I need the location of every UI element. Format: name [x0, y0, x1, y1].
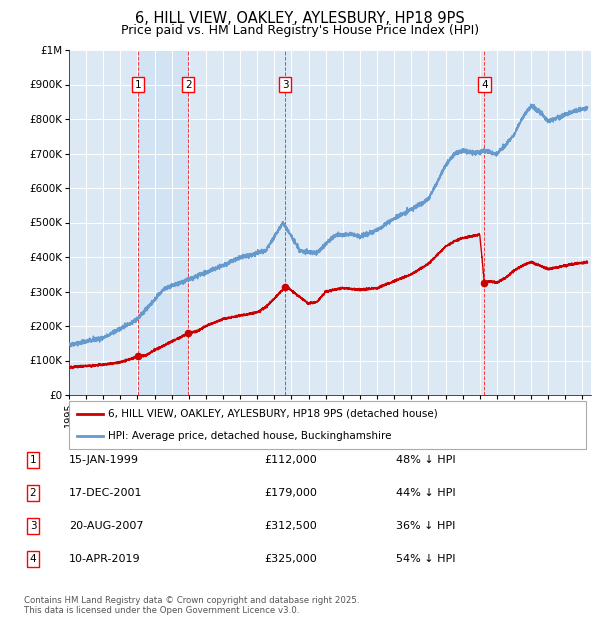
- Text: 2: 2: [185, 79, 191, 89]
- Text: 17-DEC-2001: 17-DEC-2001: [69, 488, 143, 498]
- Text: Contains HM Land Registry data © Crown copyright and database right 2025.
This d: Contains HM Land Registry data © Crown c…: [24, 596, 359, 615]
- Text: HPI: Average price, detached house, Buckinghamshire: HPI: Average price, detached house, Buck…: [108, 431, 392, 441]
- Bar: [138, 50, 188, 395]
- FancyBboxPatch shape: [69, 401, 586, 449]
- Text: 54% ↓ HPI: 54% ↓ HPI: [396, 554, 455, 564]
- Text: 36% ↓ HPI: 36% ↓ HPI: [396, 521, 455, 531]
- Text: £312,500: £312,500: [264, 521, 317, 531]
- Text: 1: 1: [29, 455, 37, 465]
- Text: 4: 4: [29, 554, 37, 564]
- Text: 20-AUG-2007: 20-AUG-2007: [69, 521, 143, 531]
- Text: £112,000: £112,000: [264, 455, 317, 465]
- Text: 44% ↓ HPI: 44% ↓ HPI: [396, 488, 455, 498]
- Text: 6, HILL VIEW, OAKLEY, AYLESBURY, HP18 9PS (detached house): 6, HILL VIEW, OAKLEY, AYLESBURY, HP18 9P…: [108, 409, 438, 419]
- Text: 3: 3: [282, 79, 289, 89]
- Text: £325,000: £325,000: [264, 554, 317, 564]
- Text: £179,000: £179,000: [264, 488, 317, 498]
- Text: 3: 3: [29, 521, 37, 531]
- Text: 6, HILL VIEW, OAKLEY, AYLESBURY, HP18 9PS: 6, HILL VIEW, OAKLEY, AYLESBURY, HP18 9P…: [135, 11, 465, 25]
- Text: 1: 1: [135, 79, 142, 89]
- Text: 2: 2: [29, 488, 37, 498]
- Text: Price paid vs. HM Land Registry's House Price Index (HPI): Price paid vs. HM Land Registry's House …: [121, 24, 479, 37]
- Text: 48% ↓ HPI: 48% ↓ HPI: [396, 455, 455, 465]
- Text: 15-JAN-1999: 15-JAN-1999: [69, 455, 139, 465]
- Text: 4: 4: [481, 79, 488, 89]
- Text: 10-APR-2019: 10-APR-2019: [69, 554, 140, 564]
